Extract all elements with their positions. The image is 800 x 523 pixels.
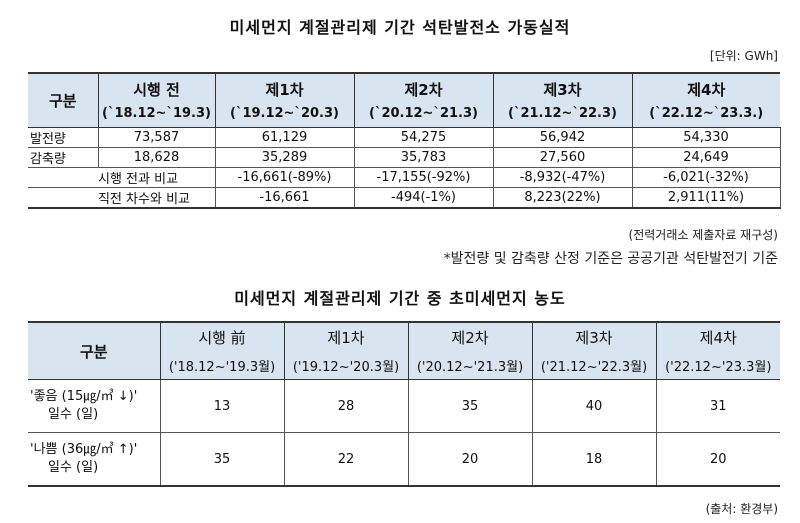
table-cell: 61,129 [214,126,355,148]
table-cell: -17,155(-92%) [353,166,494,188]
table-cell: 24,649 [631,146,781,168]
table-cell: -8,932(-47%) [492,166,633,188]
table1-unit: [단위: GWh] [709,49,778,63]
table2-col-header: 제4차 ('22.12~'23.3월) [655,321,780,380]
table1-source-note: (전력거래소 제출자료 재구성) [628,228,778,242]
table-cell: 35,783 [353,146,494,168]
table-cell: 18 [531,432,656,487]
table-cell: 31 [655,379,780,433]
row-label: 시행 전과 비교 [28,166,216,188]
table-cell: 27,560 [492,146,633,168]
table1-col-header: 제3차 (`21.12~`22.3) [492,72,632,128]
row-label: 감축량 [28,146,99,168]
table-cell: -16,661(-89%) [214,166,355,188]
table-row: 직전 차수와 비교 -16,661 -494(-1%) 8,223(22%) 2… [28,186,781,209]
row-label: '좋음 (15㎍/㎥ ↓)' 일수 (일) [28,379,160,433]
table-cell: 73,587 [97,126,216,148]
fine-dust-table: 구분 시행 前 ('18.12~'19.3월) 제1차 ('19.12~'20.3월… [28,321,780,487]
table1-col-header: 제4차 (`22.12~`23.3.) [631,72,780,128]
table-cell: 20 [407,432,532,487]
table-cell: 35 [159,432,284,487]
table-cell: -16,661 [214,186,355,209]
table2-col-header: 제1차 ('19.12~'20.3월) [283,321,408,380]
table-cell: 56,942 [492,126,633,148]
row-label: '나쁨 (36㎍/㎥ ↑)' 일수 (일) [28,432,160,487]
power-plant-table: 구분 시행 전 (`18.12~`19.3) 제1차 (`19.12~`20.3) … [28,72,781,209]
table2-col-header: 시행 前 ('18.12~'19.3월) [159,321,284,380]
table1-header-label: 구분 [28,72,98,128]
table1-col-header: 시행 전 (`18.12~`19.3) [97,72,215,128]
table-cell: 54,275 [353,126,494,148]
table2-source-note: (출처: 환경부) [705,502,778,516]
table-cell: 8,223(22%) [492,186,633,209]
table2-title: 미세먼지 계절관리제 기간 중 초미세먼지 농도 [234,289,566,308]
table2-header-label: 구분 [28,321,160,380]
table-cell: 22 [283,432,408,487]
table-row: 감축량 18,628 35,289 35,783 27,560 24,649 [28,146,781,168]
table-row: 발전량 73,587 61,129 54,275 56,942 54,330 [28,126,781,148]
table-cell: 13 [159,379,284,433]
table-cell: 18,628 [97,146,216,168]
table1-col-header: 제2차 (`20.12~`21.3) [353,72,493,128]
table-cell: 2,911(11%) [631,186,781,209]
table1-title: 미세먼지 계절관리제 기간 석탄발전소 가동실적 [229,18,571,37]
table-row: '나쁨 (36㎍/㎥ ↑)' 일수 (일) 35 22 20 18 20 [28,432,780,487]
table-cell: -6,021(-32%) [631,166,781,188]
table-row: 시행 전과 비교 -16,661(-89%) -17,155(-92%) -8,… [28,166,781,188]
table1-footnote: *발전량 및 감축량 산정 기준은 공공기관 석탄발전기 기준 [443,251,778,267]
row-label: 직전 차수와 비교 [28,186,216,209]
table-cell: 40 [531,379,656,433]
table2-col-header: 제3차 ('21.12~'22.3월) [531,321,656,380]
table-row: '좋음 (15㎍/㎥ ↓)' 일수 (일) 13 28 35 40 31 [28,379,780,433]
table-cell: 35,289 [214,146,355,168]
table-cell: 54,330 [631,126,781,148]
row-label: 발전량 [28,126,99,148]
table-cell: 35 [407,379,532,433]
table1-col-header: 제1차 (`19.12~`20.3) [214,72,354,128]
table-cell: 28 [283,379,408,433]
table-cell: -494(-1%) [353,186,494,209]
table2-col-header: 제2차 ('20.12~'21.3월) [407,321,532,380]
table-cell: 20 [655,432,780,487]
